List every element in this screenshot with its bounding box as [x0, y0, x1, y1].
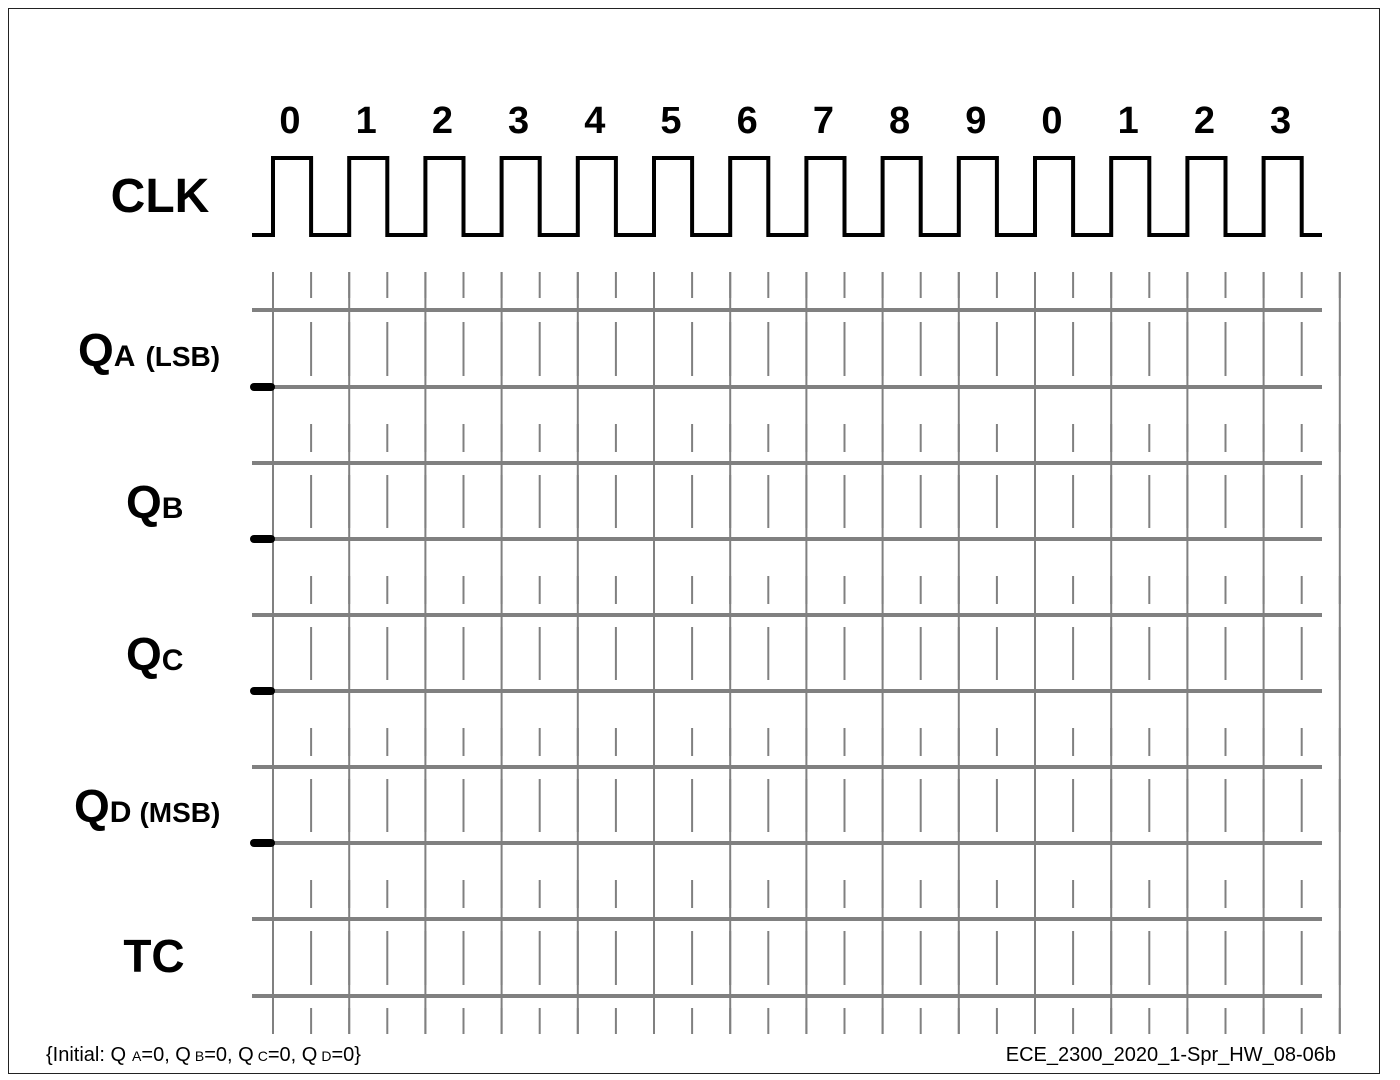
count-label: 8 [889, 100, 910, 142]
signal-label-qa: QA (LSB) [78, 324, 220, 376]
count-label: 6 [737, 100, 758, 142]
signal-label-tc: TC [123, 930, 184, 982]
count-label: 2 [1194, 100, 1215, 142]
count-label: 0 [279, 100, 300, 142]
count-label: 5 [660, 100, 681, 142]
count-label: 1 [356, 100, 377, 142]
count-label: 4 [584, 100, 605, 142]
signal-label-qc: QC [126, 628, 183, 680]
clk-label: CLK [111, 170, 210, 223]
diagram-frame [8, 8, 1380, 1074]
count-labels: 0 1 2 3 4 5 6 7 8 9 0 1 2 3 [279, 100, 1291, 142]
initial-level-marks [250, 383, 275, 847]
signal-label-qb: QB [126, 476, 183, 528]
count-label: 0 [1041, 100, 1062, 142]
count-label: 9 [965, 100, 986, 142]
count-label: 2 [432, 100, 453, 142]
initial-values-note: {Initial: Q A=0, Q B=0, Q C=0, Q D=0} [46, 1044, 361, 1066]
timing-grid [252, 272, 1341, 1034]
count-label: 3 [508, 100, 529, 142]
count-label: 3 [1270, 100, 1291, 142]
document-id: ECE_2300_2020_1-Spr_HW_08-06b [1006, 1044, 1336, 1066]
signal-label-qd: QD (MSB) [74, 780, 220, 832]
count-label: 7 [813, 100, 834, 142]
count-label: 1 [1118, 100, 1139, 142]
clock-trace [252, 156, 1322, 237]
clock-waveform [252, 156, 1322, 237]
